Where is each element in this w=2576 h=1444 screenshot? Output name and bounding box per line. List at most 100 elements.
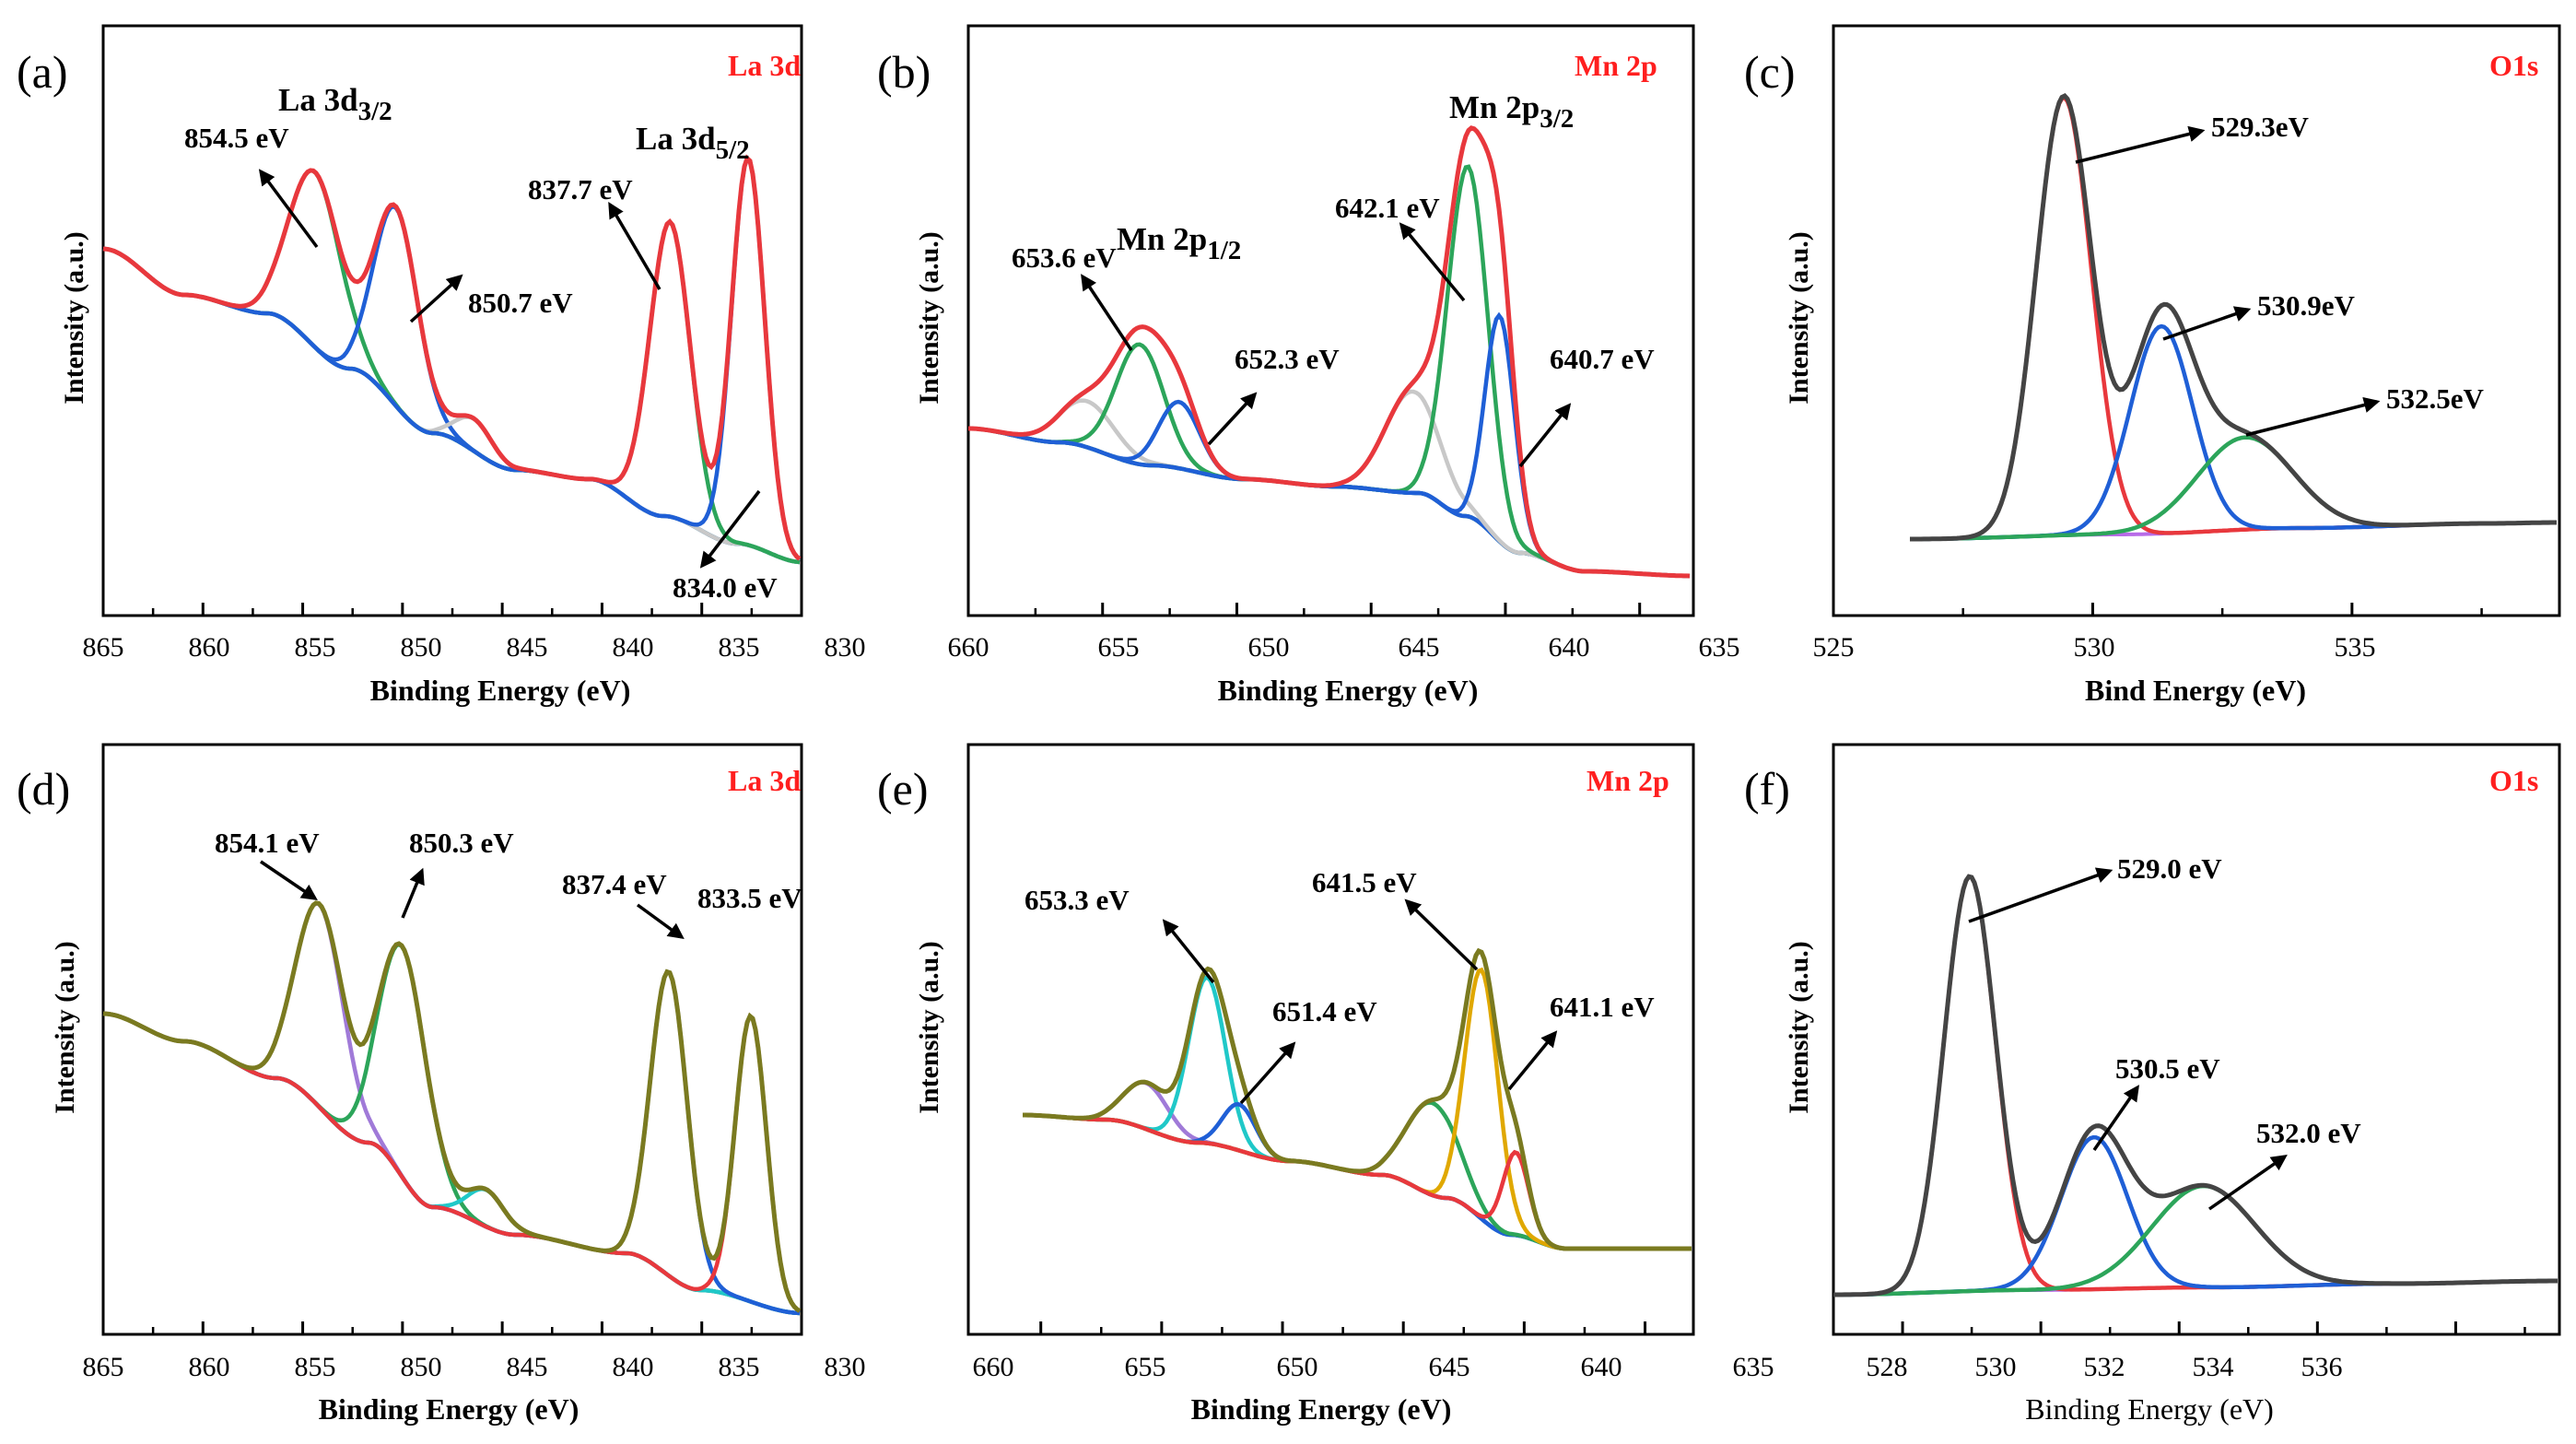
panel-b-plot [966,24,1695,617]
annotation-834-0: 834.0 eV [673,571,778,604]
tick-label: 835 [719,1352,760,1382]
panel-e-xlabel: Binding Energy (eV) [1191,1392,1452,1426]
component-peak-5 [102,155,802,561]
annotation-653-6: 653.6 eV [1012,241,1117,274]
panel-e-ylabel: Intensity (a.u.) [914,941,944,1114]
panel-b-title: Mn 2p [1575,49,1657,82]
tick-label: 845 [507,1352,548,1382]
panel-d-xlabel: Binding Energy (eV) [319,1392,580,1426]
panel-d-ylabel: Intensity (a.u.) [50,941,80,1114]
annotation-529-0: 529.0 eV [2117,852,2222,885]
annotation-642-1: 642.1 eV [1335,192,1440,224]
plot-frame [966,743,1695,1336]
annotation-854-1: 854.1 eV [215,827,320,859]
panel-c-xticks: 525 530 535 [1813,632,2376,663]
tick-label: 855 [295,632,336,663]
component-peak-6 [1023,1112,1692,1251]
peak-label-la3d52: La 3d5/2 [636,121,750,165]
panel-e-label: (e) [877,763,929,815]
tick-label: 640 [1549,632,1590,663]
panel-d-label: (d) [17,763,70,815]
tick-label: 835 [719,632,760,663]
panel-b-ylabel: Intensity (a.u.) [914,231,944,405]
panel-f-xticks: 528 530 532 534 536 [1867,1352,2343,1382]
tick-label: 850 [401,632,442,663]
peak-label-mn2p32: Mn 2p3/2 [1449,89,1574,134]
panel-f-plot [1832,743,2561,1336]
arrow [1968,867,2113,923]
tick-label: 865 [83,1352,124,1382]
arrow [2208,1155,2288,1211]
annotation-653-3: 653.3 eV [1025,884,1130,916]
annotation-530-5: 530.5 eV [2115,1052,2220,1085]
arrow [608,201,662,290]
tick-label: 855 [295,1352,336,1382]
panel-f-xlabel: Binding Energy (eV) [2025,1392,2274,1426]
panel-f: (f) O1s Intensity (a.u.) Binding Energy … [1744,763,2538,1426]
panel-c-plot [1832,24,2561,617]
arrow [258,169,319,249]
arrow [1518,403,1572,468]
envelope-curve [102,154,802,561]
panel-a-ylabel: Intensity (a.u.) [59,231,89,405]
component-peak-2 [968,342,1691,579]
tick-label: 635 [1733,1352,1774,1382]
annotation-833-5: 833.5 eV [697,882,802,914]
tick-label: 655 [1125,1352,1166,1382]
arrow [636,903,685,940]
component-peak-2 [1833,1134,2558,1297]
envelope-curve [1910,93,2557,542]
component-peak-4 [102,969,801,1316]
panel-e: (e) Mn 2p Intensity (a.u.) Binding Energ… [877,763,1774,1426]
tick-label: 850 [401,1352,442,1382]
arrow [1207,392,1258,446]
tick-label: 840 [613,632,654,663]
tick-label: 532 [2084,1352,2125,1382]
component-peak-3 [1023,1102,1692,1251]
arrow [699,489,761,569]
annotation-532-0: 532.0 eV [2256,1117,2361,1149]
annotation-837-4: 837.4 eV [562,868,667,900]
tick-label: 660 [948,632,989,663]
tick-label: 528 [1867,1352,1908,1382]
arrow [1162,919,1215,984]
panel-a-xlabel: Binding Energy (eV) [370,674,631,707]
arrow [2245,396,2381,437]
component-peak-1 [1023,1080,1692,1251]
panel-b: (b) Mn 2p Intensity (a.u.) Binding Energ… [877,46,1740,707]
panel-a-title: La 3d [728,49,801,82]
annotation-532-5: 532.5eV [2386,382,2485,415]
plot-frame [1832,743,2561,1336]
tick-label: 650 [1277,1352,1318,1382]
tick-label: 525 [1813,632,1855,663]
component-peak-1 [1910,95,2557,542]
curve-layer [101,24,2561,1336]
tick-label: 635 [1699,632,1740,663]
arrow [1507,1030,1558,1091]
panel-c-label: (c) [1744,46,1796,98]
tick-label: 536 [2301,1352,2343,1382]
tick-label: 530 [1975,1352,2017,1382]
panel-e-xticks: 660 655 650 645 640 635 [973,1352,1774,1382]
annotation-854-5: 854.5 eV [184,122,289,154]
arrow [2162,306,2252,341]
panel-e-plot [966,743,1695,1336]
panel-f-ylabel: Intensity (a.u.) [1784,941,1814,1114]
tick-label: 860 [189,1352,230,1382]
annotation-837-7: 837.7 eV [528,173,633,205]
annotation-640-7: 640.7 eV [1550,343,1655,375]
panel-c-xlabel: Bind Energy (eV) [2085,674,2306,707]
panel-a-xticks: 865 860 855 850 845 840 835 830 [83,632,866,663]
panel-c-ylabel: Intensity (a.u.) [1784,231,1814,405]
arrow [1404,898,1479,971]
baseline-curve [1023,1113,1692,1250]
panel-d-xticks: 865 860 855 850 845 840 835 830 [83,1352,866,1382]
tick-label: 865 [83,632,124,663]
tick-label: 830 [825,632,866,663]
tick-label: 530 [2074,632,2115,663]
tick-label: 655 [1098,632,1140,663]
annotation-530-9: 530.9eV [2257,289,2356,322]
arrow [409,274,463,323]
component-peak-1 [1833,874,2558,1297]
